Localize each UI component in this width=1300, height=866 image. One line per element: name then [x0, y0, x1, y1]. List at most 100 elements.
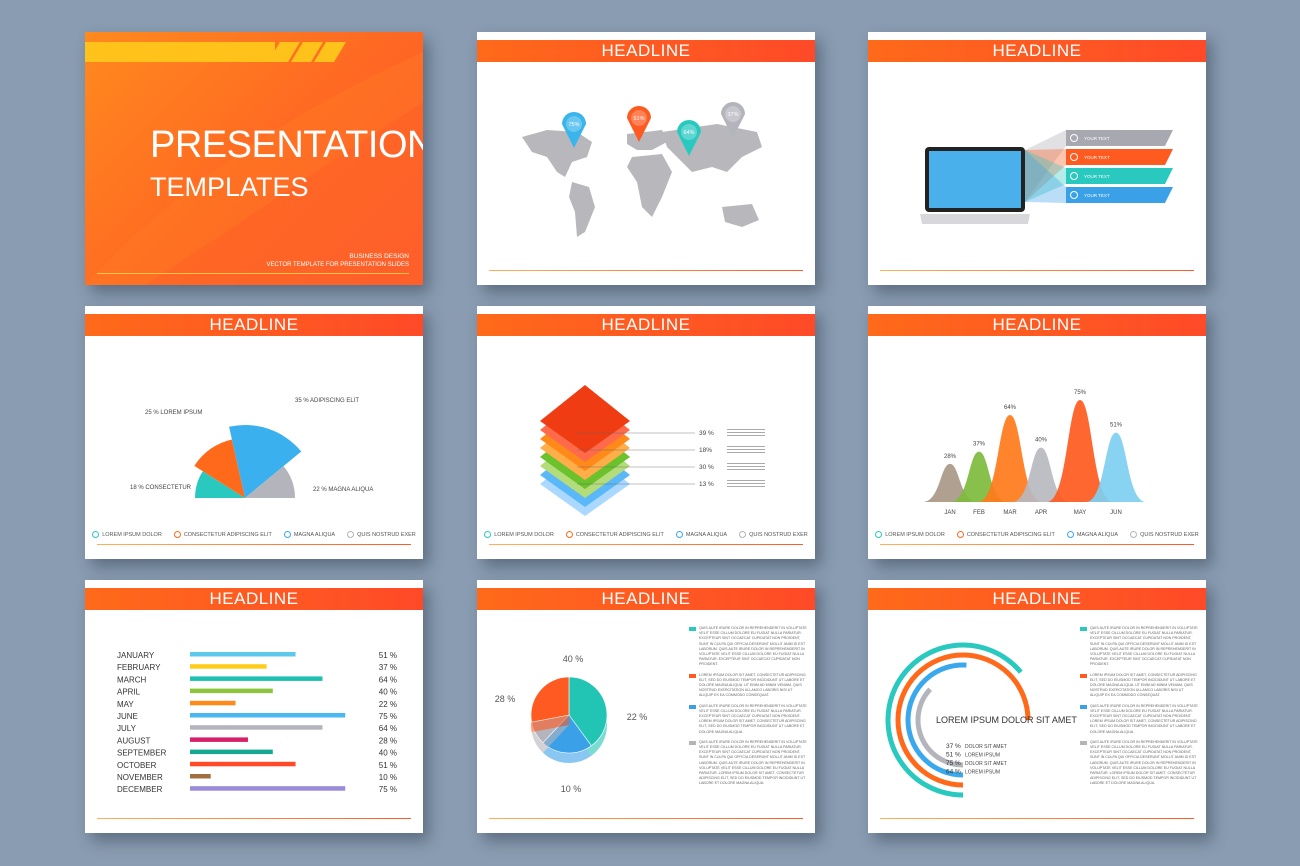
peak-value: 75% [1074, 390, 1087, 396]
bar [190, 737, 248, 742]
radial-arc [915, 687, 964, 768]
3d-pie-chart: 40 % 22 % 10 % 28 % [495, 654, 648, 794]
slide-layers[interactable]: HEADLINE 39 % 18% 30 % 13 % LOREM IPSUM DOL… [477, 306, 815, 559]
slide-footer-line [880, 818, 1194, 819]
arc-label: LOREM IPSUM [965, 753, 1000, 759]
legend-dot [173, 531, 181, 539]
slide-headline: HEADLINE [85, 314, 423, 336]
cover-title: PRESENTATION [150, 124, 423, 166]
slide-headline: HEADLINE [477, 588, 815, 610]
legend-item: CONSECTETUR ADIPISCING ELIT [956, 531, 1055, 539]
paragraph-text: QUIS AUTE IRURE DOLOR IN REPREHENDERIT I… [699, 626, 807, 667]
legend-label: QUIS NOSTRUD EXER [749, 532, 808, 538]
layer-caption [727, 446, 765, 447]
x-tick-label: JUN [1110, 510, 1122, 516]
legend-dot [875, 531, 883, 539]
pie-slice [530, 676, 570, 723]
slide-radial-arcs[interactable]: HEADLINE 37 % DOLOR SIT AMET 51 % LOREM IPS… [868, 580, 1206, 833]
peak-shape [1012, 447, 1070, 502]
peak-shape [1047, 400, 1113, 502]
arc-value: 64 % [946, 769, 961, 776]
ribbon-band [1066, 130, 1173, 146]
legend: LOREM IPSUM DOLOR CONSECTETUR ADIPISCING … [868, 531, 1206, 539]
slide-headline: HEADLINE [85, 588, 423, 610]
legend: LOREM IPSUM DOLOR CONSECTETUR ADIPISCING … [85, 531, 423, 539]
pie-slice [229, 425, 302, 498]
slide-map[interactable]: HEADLINE 75% 51% 64% 37% [477, 32, 815, 285]
legend-label: QUIS NOSTRUD EXER [1140, 532, 1199, 538]
peak-value: 37% [973, 442, 986, 448]
legend-label: CONSECTETUR ADIPISCING ELIT [966, 532, 1055, 538]
slide-footer-line [97, 544, 411, 545]
arc-value: 37 % [946, 743, 961, 750]
slide-headline: HEADLINE [477, 314, 815, 336]
pie-slice [245, 466, 295, 498]
ribbon-label: YOUR TEXT [1084, 193, 1110, 198]
slide-footer-line [489, 818, 803, 819]
map-pin-icon [562, 112, 586, 148]
paragraph-marker [689, 627, 696, 631]
bar-value: 75 % [379, 712, 397, 721]
bar-value: 22 % [379, 700, 397, 709]
text-paragraph: QUIS AUTE IRURE DOLOR IN REPREHENDERIT I… [1080, 626, 1198, 668]
map-pin-icon [721, 102, 745, 138]
chart-title: LOREM IPSUM DOLOR SIT AMET [936, 715, 1077, 725]
slide-3d-pie[interactable]: HEADLINE 40 % 22 % 10 % 28 % QUIS AUTE IRUR… [477, 580, 815, 833]
slide-peaks[interactable]: HEADLINE 28% JAN 37% FEB 64% MAR 40% APR 75% MAY 5… [868, 306, 1206, 559]
peaks-chart: 28% JAN 37% FEB 64% MAR 40% APR 75% MAY 51% JUN [922, 390, 1147, 516]
legend-item: CONSECTETUR ADIPISCING ELIT [173, 531, 272, 539]
ribbon-label: YOUR TEXT [1084, 136, 1110, 141]
category-label: JULY [117, 724, 137, 733]
laptop-keyboard [920, 214, 1030, 224]
x-tick-label: MAY [1074, 510, 1087, 516]
ribbon-band [1066, 149, 1173, 165]
category-label: JUNE [117, 712, 138, 721]
category-label: SEPTEMBER [117, 749, 167, 758]
category-label: NOVEMBER [117, 773, 163, 782]
map-pin-value: 64% [683, 130, 694, 136]
bar [190, 786, 346, 791]
layer-value: 13 % [699, 481, 714, 488]
legend-item: MAGNA ALIQUA [675, 531, 728, 539]
bar-value: 64 % [379, 675, 397, 684]
cover-subtitle: TEMPLATES [150, 172, 309, 202]
slide-footer-line [489, 270, 803, 271]
category-label: MARCH [117, 675, 147, 684]
legend-dot [283, 531, 291, 539]
legend-label: CONSECTETUR ADIPISCING ELIT [183, 532, 272, 538]
cover-stripe [85, 42, 275, 62]
legend-label: MAGNA ALIQUA [685, 532, 728, 538]
slide-laptop[interactable]: HEADLINE YOUR TEXT YOUR TEXT YOUR TEXT YOUR… [868, 32, 1206, 285]
paragraph-marker [1080, 704, 1087, 709]
pie-slice [195, 471, 245, 498]
text-paragraph: QUIS AUTE IRURE DOLOR IN REPREHENDERIT I… [689, 740, 807, 787]
radial-arc [905, 662, 967, 778]
arc-value: 75 % [946, 760, 961, 767]
legend-dot [1130, 531, 1138, 539]
paragraph-text: QUIS AUTE IRURE DOLOR IN REPREHENDERIT I… [1090, 626, 1198, 667]
globe-icon [1070, 172, 1078, 180]
slide-monthly-bars[interactable]: HEADLINE JANUARY 51 % FEBRUARY 37 % MARCH 64 … [85, 580, 423, 833]
bar-value: 28 % [379, 736, 397, 745]
paragraph-marker [1080, 740, 1087, 745]
slide-cover[interactable]: PRESENTATION TEMPLATES BUSINESS DESIGN V… [85, 32, 423, 285]
category-label: APRIL [117, 688, 141, 697]
paragraph-text: LOREM IPSUM DOLOR SIT AMET, CONSECTETUR … [699, 672, 806, 698]
x-tick-label: APR [1035, 510, 1048, 516]
legend-item: QUIS NOSTRUD EXER [739, 531, 808, 539]
text-paragraph: QUIS AUTE IRURE DOLOR IN REPREHENDERIT I… [689, 704, 807, 735]
bar [190, 676, 323, 681]
pie-slice [568, 676, 608, 747]
slide-footer-line [880, 270, 1194, 271]
legend-dot [739, 531, 747, 539]
slice-label: 40 % [563, 654, 584, 664]
ribbon-band [1066, 187, 1173, 203]
legend-item: QUIS NOSTRUD EXER [347, 531, 416, 539]
text-paragraph: LOREM IPSUM DOLOR SIT AMET, CONSECTETUR … [689, 672, 807, 699]
legend-label: LOREM IPSUM DOLOR [885, 532, 945, 538]
bar [190, 749, 273, 755]
legend: LOREM IPSUM DOLOR CONSECTETUR ADIPISCING … [477, 531, 815, 539]
slide-semi-pie[interactable]: HEADLINE 18 % CONSECTETUR 25 % LOREM IPSU… [85, 306, 423, 559]
peak-shape [1085, 432, 1147, 502]
slice-label: 25 % LOREM IPSUM [145, 410, 202, 416]
